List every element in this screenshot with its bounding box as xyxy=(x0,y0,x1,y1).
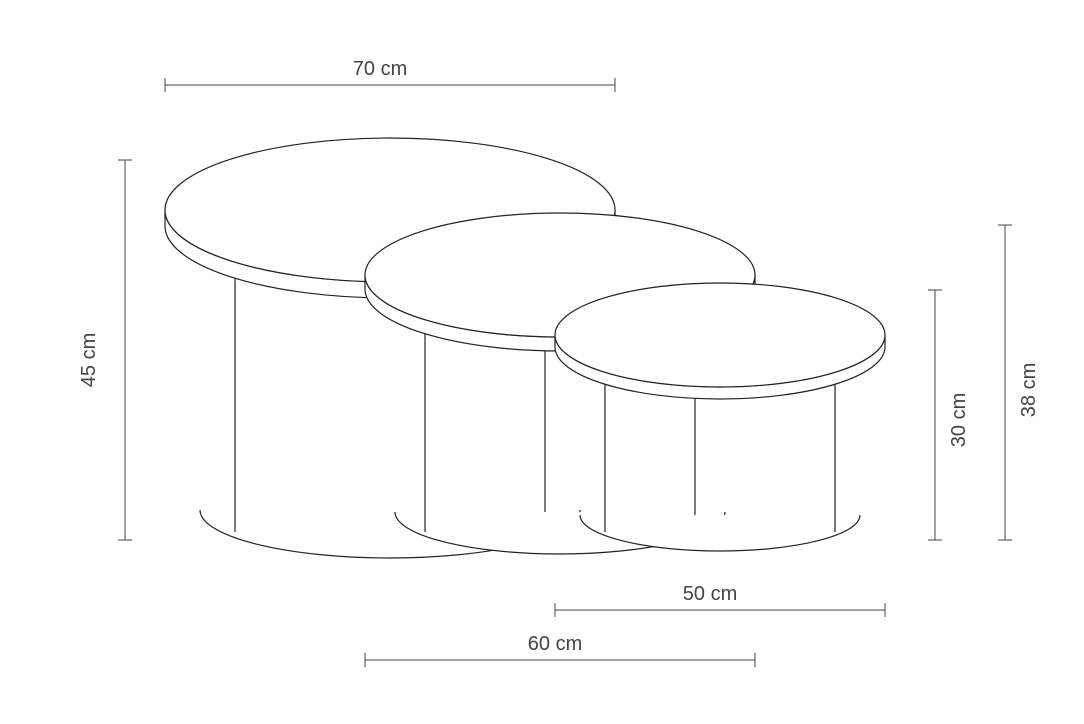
dim-label-70cm: 70 cm xyxy=(353,58,407,80)
dimension-diagram: 70 cm 45 cm 38 cm 30 cm 50 cm 60 cm xyxy=(0,0,1084,724)
dim-bottom-width-60: 60 cm xyxy=(365,633,755,667)
dim-bottom-width-50: 50 cm xyxy=(555,583,885,617)
dim-label-50cm: 50 cm xyxy=(683,583,737,605)
dim-label-45cm: 45 cm xyxy=(78,333,100,387)
dim-top-width: 70 cm xyxy=(165,58,615,92)
dim-right-height-38: 38 cm xyxy=(998,225,1040,540)
dim-label-30cm: 30 cm xyxy=(948,393,970,447)
dim-left-height: 45 cm xyxy=(78,160,132,540)
dim-right-height-30: 30 cm xyxy=(928,290,970,540)
table-small xyxy=(555,283,885,551)
dim-label-38cm: 38 cm xyxy=(1018,363,1040,417)
dim-label-60cm: 60 cm xyxy=(528,633,582,655)
